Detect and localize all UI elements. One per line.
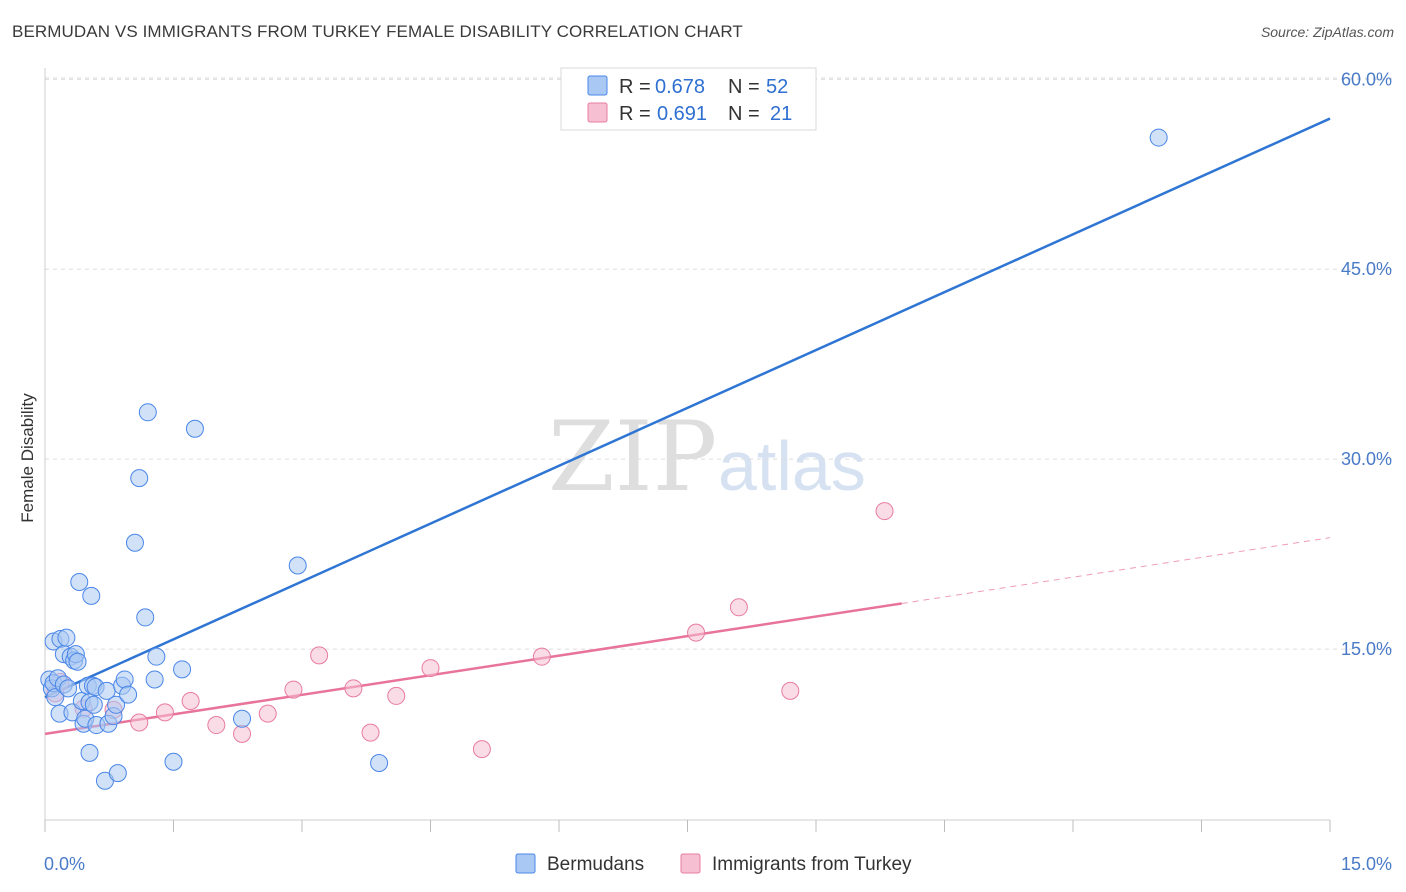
point-series-1-13 [361, 723, 380, 742]
x-tick-label-0: 0.0% [44, 854, 85, 874]
point-series-0-46 [185, 419, 204, 438]
point-series-0-40 [136, 608, 155, 627]
trend-extrapolation-series-1 [901, 537, 1331, 604]
x-tick-labels: 0.0% 15.0% [44, 854, 1392, 874]
axes [44, 68, 1331, 832]
stats-n-label-blue: N = [728, 76, 760, 98]
y-tick-label-3: 60.0% [1341, 69, 1392, 89]
point-series-0-4 [46, 688, 65, 707]
point-series-1-19 [729, 598, 748, 617]
x-tick-label-1: 15.0% [1341, 854, 1392, 874]
point-series-0-43 [147, 647, 166, 666]
legend-swatch-immigrants-from-turkey [680, 853, 701, 874]
point-series-1-10 [284, 680, 303, 699]
stats-n-value-blue: 52 [766, 76, 788, 98]
point-series-0-37 [119, 685, 138, 704]
legend: Bermudans Immigrants from Turkey [515, 853, 912, 875]
legend-label-immigrants-from-turkey: Immigrants from Turkey [712, 854, 912, 875]
point-series-0-50 [1149, 128, 1168, 147]
stats-n-label-pink: N = [728, 103, 760, 125]
point-series-1-21 [875, 502, 894, 521]
trend-lines [44, 117, 1331, 736]
point-series-0-11 [59, 679, 78, 698]
point-series-0-42 [145, 670, 164, 689]
watermark-atlas: atlas [718, 427, 866, 505]
y-tick-label-0: 15.0% [1341, 639, 1392, 659]
point-series-0-33 [107, 695, 126, 714]
point-series-0-23 [80, 743, 99, 762]
point-series-0-41 [138, 403, 157, 422]
point-series-1-16 [472, 740, 491, 759]
legend-swatch-bermudans [515, 853, 536, 874]
stats-r-label-blue: R = [619, 76, 651, 98]
point-series-0-24 [82, 586, 101, 605]
watermark-zip: ZIP [548, 401, 717, 513]
point-series-1-7 [207, 716, 226, 735]
point-series-0-47 [233, 709, 252, 728]
trend-line-series-0 [44, 117, 1331, 699]
point-series-1-11 [310, 646, 329, 665]
point-series-0-38 [125, 533, 144, 552]
point-series-1-4 [130, 713, 149, 732]
chart-title: BERMUDAN VS IMMIGRANTS FROM TURKEY FEMAL… [12, 22, 743, 41]
point-series-0-48 [288, 556, 307, 575]
point-series-0-26 [84, 695, 103, 714]
point-series-0-17 [70, 572, 89, 591]
stats-r-value-blue: 0.678 [655, 76, 705, 98]
legend-label-bermudans: Bermudans [547, 854, 644, 875]
point-series-0-39 [130, 469, 149, 488]
point-series-0-44 [164, 752, 183, 771]
point-series-0-45 [173, 660, 192, 679]
point-series-1-8 [233, 724, 252, 743]
stats-swatch-pink [587, 102, 608, 123]
source-credit: Source: ZipAtlas.com [1260, 24, 1394, 40]
point-series-0-49 [370, 754, 389, 773]
y-tick-label-1: 30.0% [1341, 449, 1392, 469]
stats-r-value-pink: 0.691 [657, 103, 707, 125]
point-series-0-10 [57, 628, 76, 647]
point-series-1-18 [687, 623, 706, 642]
point-series-1-6 [181, 691, 200, 710]
trend-line-series-1 [44, 602, 902, 736]
point-series-1-20 [781, 681, 800, 700]
stats-swatch-blue [587, 75, 608, 96]
point-series-1-9 [258, 704, 277, 723]
stats-r-label-pink: R = [619, 103, 651, 125]
point-series-0-36 [115, 670, 134, 689]
y-tick-labels: 15.0% 30.0% 45.0% 60.0% [1341, 69, 1392, 659]
y-axis-title: Female Disability [18, 393, 37, 523]
point-series-1-5 [155, 703, 174, 722]
point-series-0-34 [108, 764, 127, 783]
point-series-0-16 [68, 652, 87, 671]
grid-lines [45, 77, 1392, 650]
stats-box: R = 0.678 N = 52 R = 0.691 N = 21 [560, 67, 817, 131]
point-series-1-17 [532, 647, 551, 666]
point-series-1-14 [387, 686, 406, 705]
y-tick-label-2: 45.0% [1341, 259, 1392, 279]
stats-n-value-pink: 21 [770, 103, 792, 125]
data-points [40, 128, 1168, 790]
point-series-1-12 [344, 679, 363, 698]
point-series-1-15 [421, 659, 440, 678]
